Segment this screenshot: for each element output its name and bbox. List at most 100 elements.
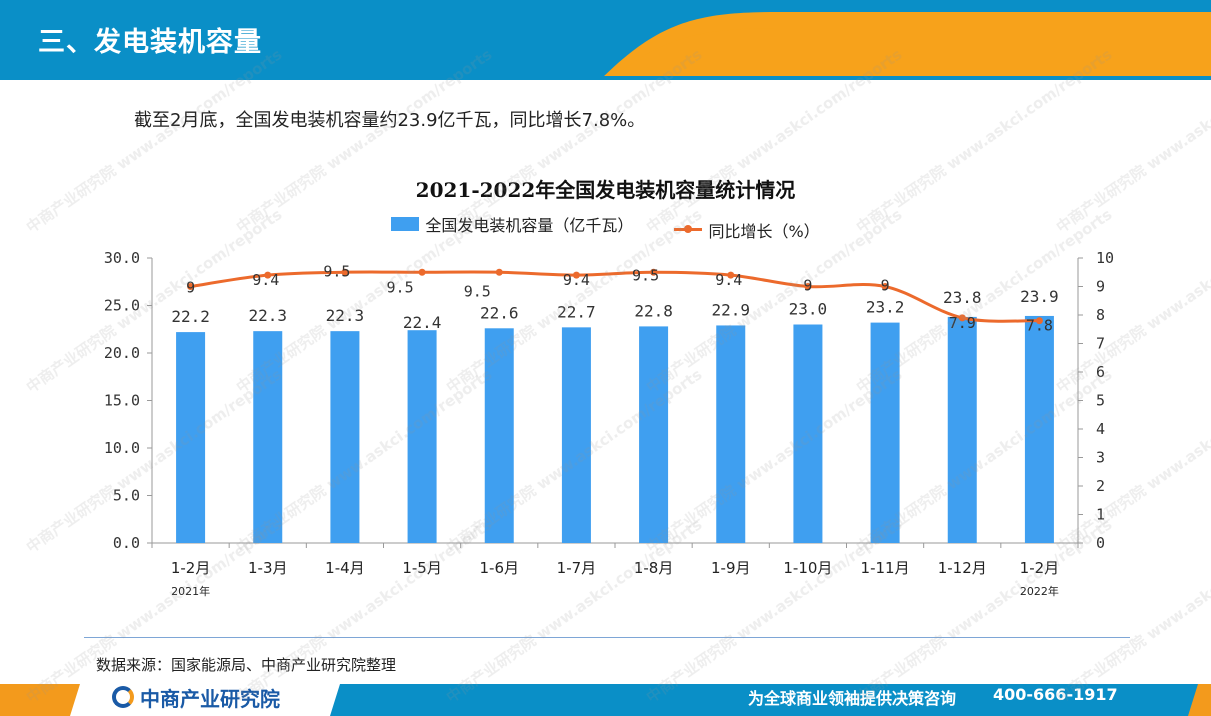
y-right-tick-label: 5 [1096, 392, 1105, 410]
growth-point [495, 268, 503, 276]
growth-point [264, 271, 272, 279]
bar-value-label: 22.2 [171, 307, 210, 326]
y-left-tick-label: 5.0 [113, 487, 140, 505]
y-right-tick-label: 1 [1096, 506, 1105, 524]
y-right-tick-label: 4 [1096, 420, 1105, 438]
bar-value-label: 22.7 [557, 302, 596, 321]
legend-line-swatch [674, 225, 703, 233]
chart-title: 2021-2022年全国发电装机容量统计情况 [415, 178, 796, 202]
legend-item-capacity: 全国发电装机容量（亿千瓦） [391, 212, 633, 236]
legend-item-growth: 同比增长（%） [674, 218, 820, 242]
growth-point [187, 283, 195, 290]
bar-value-label: 22.8 [634, 301, 673, 320]
x-tick-label: 1-8月 [634, 559, 674, 577]
year-label: 2021年 [171, 584, 210, 598]
growth-label: 9.5 [632, 266, 659, 284]
chart-legend: 全国发电装机容量（亿千瓦） 同比增长（%） [0, 212, 1211, 242]
y-right-tick-label: 2 [1096, 477, 1105, 495]
growth-point [650, 268, 658, 276]
bar-value-label: 23.9 [1020, 287, 1059, 306]
bar [484, 328, 514, 543]
x-tick-label: 1-3月 [248, 559, 288, 577]
growth-label: 9.4 [715, 271, 742, 289]
bar [1024, 315, 1054, 543]
bar [716, 325, 746, 543]
growth-label: 7.8 [1026, 317, 1053, 335]
bar-value-label: 23.0 [789, 300, 828, 319]
x-tick-label: 1-11月 [861, 559, 910, 577]
y-left-tick-label: 15.0 [104, 392, 140, 410]
bar [870, 322, 900, 543]
header-background [0, 0, 1211, 80]
x-tick-label: 1-2月 [171, 559, 211, 577]
growth-label: 9.4 [252, 271, 279, 289]
x-tick-label: 1-7月 [557, 559, 597, 577]
x-tick-label: 1-2月 [1020, 559, 1060, 577]
y-right-tick-label: 0 [1096, 534, 1105, 552]
legend-label-growth: 同比增长（%） [708, 221, 820, 241]
y-left-tick-label: 30.0 [104, 249, 140, 267]
legend-label-capacity: 全国发电装机容量（亿千瓦） [425, 216, 634, 235]
x-tick-label: 1-9月 [711, 559, 751, 577]
bar [176, 332, 206, 543]
footer-logo: 中商产业研究院 [140, 687, 280, 711]
logo-icon [112, 686, 134, 708]
bar [253, 331, 283, 543]
bar-value-label: 23.2 [866, 298, 905, 317]
bar [947, 316, 977, 543]
y-right-tick-label: 8 [1096, 306, 1105, 324]
x-tick-label: 1-6月 [480, 559, 520, 577]
y-left-tick-label: 20.0 [104, 344, 140, 362]
growth-label: 9.5 [387, 278, 414, 296]
legend-bar-swatch [391, 217, 420, 231]
bar-value-label: 22.4 [403, 313, 442, 332]
bar [793, 324, 823, 543]
footer-bar [0, 684, 1211, 716]
bar-value-label: 22.3 [248, 306, 287, 325]
y-left-tick-label: 25.0 [104, 297, 140, 315]
growth-point [958, 314, 966, 322]
growth-label: 7.9 [949, 314, 976, 332]
page-title: 三、发电装机容量 [38, 27, 262, 58]
bar-value-label: 23.8 [943, 288, 982, 307]
bar-value-label: 22.3 [326, 306, 365, 325]
bar [639, 326, 669, 543]
y-right-tick-label: 9 [1096, 278, 1105, 296]
growth-point [1035, 317, 1043, 325]
divider-line [84, 637, 1130, 638]
y-left-tick-label: 0.0 [113, 534, 140, 552]
growth-label: 9 [803, 277, 812, 295]
growth-point [418, 268, 426, 276]
intro-text: 截至2月底，全国发电装机容量约23.9亿千瓦，同比增长7.8%。 [134, 110, 646, 131]
y-right-tick-label: 6 [1096, 363, 1105, 381]
x-tick-label: 1-5月 [402, 559, 442, 577]
footer-slogan: 为全球商业领袖提供决策咨询 [748, 689, 957, 708]
x-tick-label: 1-4月 [325, 559, 365, 577]
bar [561, 327, 591, 543]
growth-point [804, 283, 812, 290]
growth-label: 9.5 [464, 282, 491, 300]
bar [330, 331, 360, 543]
data-source: 数据来源：国家能源局、中商产业研究院整理 [96, 656, 397, 674]
growth-point [881, 283, 889, 290]
x-tick-label: 1-12月 [938, 559, 987, 577]
growth-label: 9 [881, 277, 890, 295]
growth-point [727, 271, 735, 279]
year-label: 2022年 [1020, 584, 1059, 598]
bar [407, 330, 437, 543]
growth-point [572, 271, 580, 279]
growth-label: 9 [186, 279, 195, 297]
y-right-tick-label: 10 [1096, 249, 1114, 267]
growth-label: 9.4 [563, 271, 590, 289]
y-right-tick-label: 7 [1096, 335, 1105, 353]
header-banner: 三、发电装机容量 [0, 0, 1211, 80]
y-left-tick-label: 10.0 [104, 439, 140, 457]
y-right-tick-label: 3 [1096, 449, 1105, 467]
growth-point [341, 268, 349, 276]
x-tick-label: 1-10月 [783, 559, 832, 577]
footer-phone: 400-666-1917 [993, 685, 1118, 704]
growth-label: 9.5 [323, 262, 350, 280]
bar-value-label: 22.9 [711, 300, 750, 319]
bar-value-label: 22.6 [480, 303, 519, 322]
